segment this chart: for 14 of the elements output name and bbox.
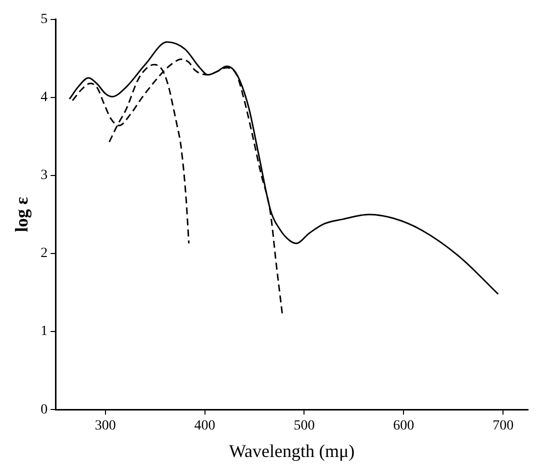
x-tick-label: 400 [194,418,216,434]
y-tick-label: 5 [40,12,48,28]
x-tick-label: 300 [94,418,116,434]
y-tick-label: 0 [40,402,48,418]
line-series [108,64,190,244]
x-tick-label: 600 [393,418,414,434]
y-tick-label: 1 [40,324,48,340]
y-tick-label: 4 [40,90,48,106]
x-axis-title: Wavelength (mμ) [228,440,355,461]
x-tick-label: 700 [492,418,514,434]
y-tick-label: 2 [40,246,48,262]
y-axis-title: log ε [11,196,32,232]
y-tick-label: 3 [40,168,48,184]
x-tick-label: 500 [294,418,315,434]
